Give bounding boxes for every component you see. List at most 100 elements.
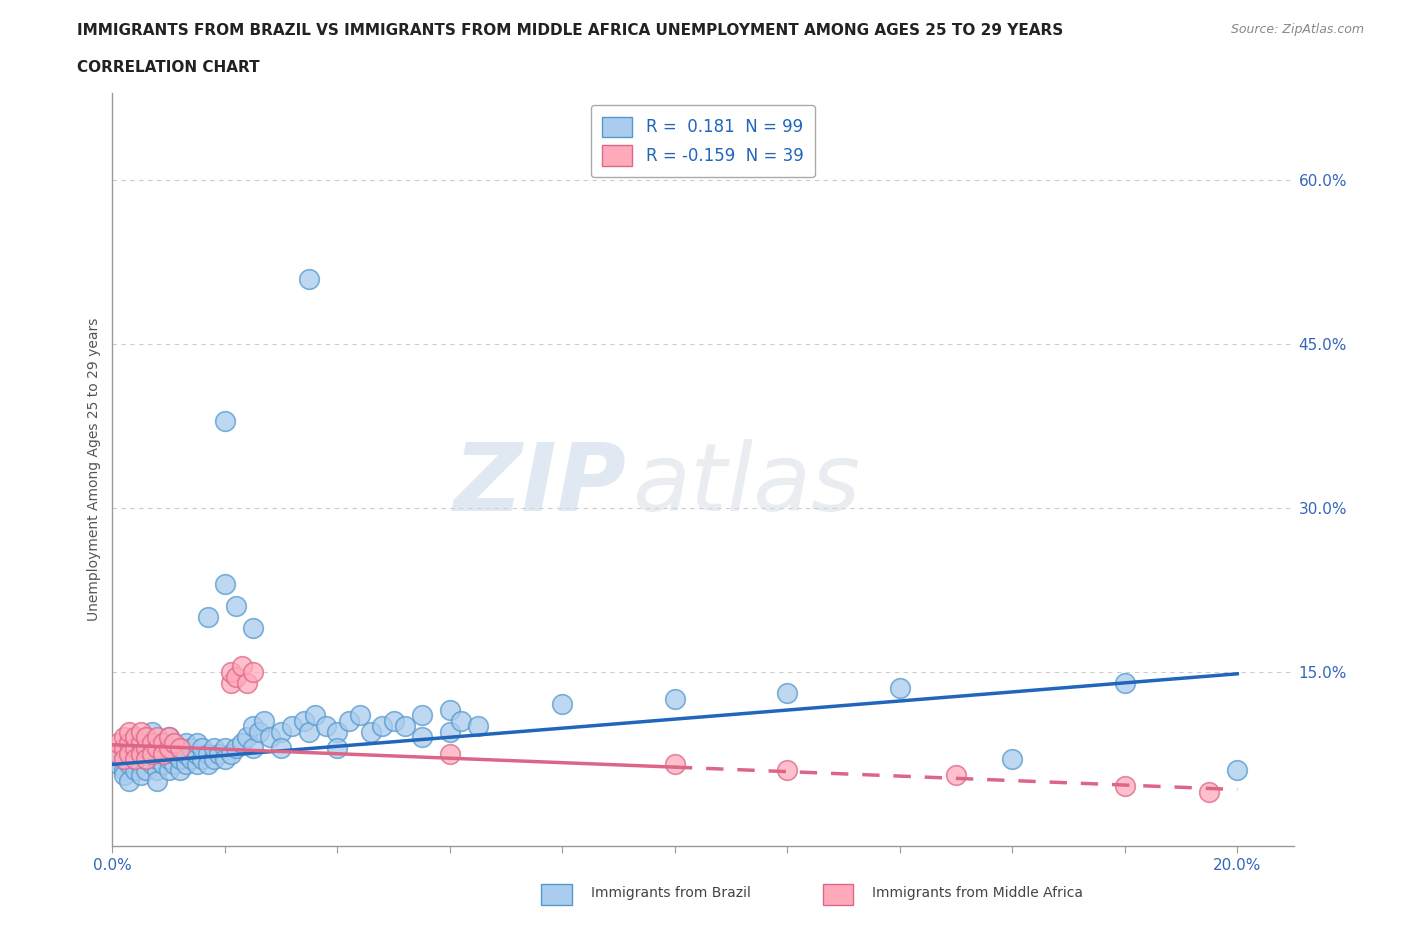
Point — [135, 751, 157, 766]
Point — [107, 735, 129, 750]
Point — [141, 735, 163, 750]
Point — [129, 768, 152, 783]
Point — [225, 599, 247, 614]
Point — [231, 735, 253, 750]
Point — [129, 746, 152, 761]
Point — [197, 609, 219, 624]
Point — [776, 763, 799, 777]
Point — [1001, 751, 1024, 766]
Point — [411, 730, 433, 745]
Point — [112, 740, 135, 755]
Point — [169, 740, 191, 755]
Point — [214, 577, 236, 591]
Point — [146, 774, 169, 789]
Point — [945, 768, 967, 783]
Point — [411, 708, 433, 723]
Point — [225, 740, 247, 755]
Point — [180, 751, 202, 766]
Point — [129, 735, 152, 750]
Point — [1114, 675, 1136, 690]
Point — [146, 751, 169, 766]
Point — [118, 774, 141, 789]
Point — [118, 746, 141, 761]
Point — [169, 740, 191, 755]
Point — [141, 746, 163, 761]
Point — [236, 675, 259, 690]
Point — [236, 730, 259, 745]
Point — [124, 751, 146, 766]
Point — [253, 713, 276, 728]
Point — [186, 746, 208, 761]
Point — [129, 746, 152, 761]
Point — [152, 757, 174, 772]
Point — [292, 713, 315, 728]
Point — [186, 735, 208, 750]
Point — [382, 713, 405, 728]
Point — [776, 686, 799, 701]
Point — [186, 757, 208, 772]
Point — [169, 763, 191, 777]
Point — [157, 740, 180, 755]
Point — [124, 740, 146, 755]
Point — [174, 746, 197, 761]
Point — [135, 751, 157, 766]
Point — [163, 757, 186, 772]
Point — [112, 730, 135, 745]
Point — [326, 724, 349, 739]
Point — [467, 719, 489, 734]
Point — [664, 757, 686, 772]
Point — [157, 730, 180, 745]
Point — [1114, 778, 1136, 793]
Point — [163, 735, 186, 750]
Point — [219, 664, 242, 679]
Point — [394, 719, 416, 734]
Point — [242, 740, 264, 755]
Point — [281, 719, 304, 734]
Point — [337, 713, 360, 728]
Point — [439, 702, 461, 717]
Point — [118, 735, 141, 750]
Point — [141, 757, 163, 772]
Point — [135, 740, 157, 755]
Point — [180, 740, 202, 755]
Point — [242, 719, 264, 734]
Point — [439, 724, 461, 739]
Point — [146, 740, 169, 755]
Point — [152, 746, 174, 761]
Point — [118, 757, 141, 772]
Point — [202, 740, 225, 755]
Point — [107, 746, 129, 761]
Point — [349, 708, 371, 723]
Y-axis label: Unemployment Among Ages 25 to 29 years: Unemployment Among Ages 25 to 29 years — [87, 318, 101, 621]
Point — [157, 730, 180, 745]
Point — [450, 713, 472, 728]
Point — [197, 757, 219, 772]
Text: CORRELATION CHART: CORRELATION CHART — [77, 60, 260, 75]
Point — [270, 740, 292, 755]
Point — [242, 664, 264, 679]
Point — [112, 763, 135, 777]
Point — [551, 697, 574, 711]
Point — [118, 735, 141, 750]
Text: ZIP: ZIP — [453, 439, 626, 531]
Point — [146, 763, 169, 777]
Point — [157, 763, 180, 777]
Text: Immigrants from Brazil: Immigrants from Brazil — [591, 885, 751, 900]
Point — [1226, 763, 1249, 777]
Point — [214, 751, 236, 766]
Point — [118, 746, 141, 761]
Point — [135, 740, 157, 755]
Point — [124, 730, 146, 745]
Point — [112, 768, 135, 783]
Point — [146, 740, 169, 755]
Point — [360, 724, 382, 739]
Point — [124, 740, 146, 755]
Point — [124, 763, 146, 777]
Point — [112, 751, 135, 766]
Point — [107, 757, 129, 772]
Point — [225, 670, 247, 684]
Point — [889, 681, 911, 696]
Point — [304, 708, 326, 723]
Point — [298, 272, 321, 286]
Point — [135, 730, 157, 745]
